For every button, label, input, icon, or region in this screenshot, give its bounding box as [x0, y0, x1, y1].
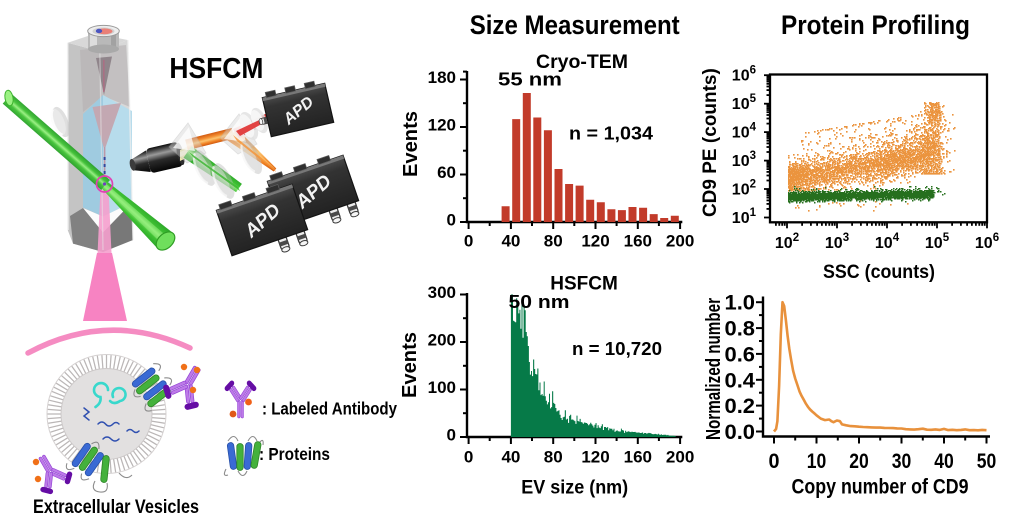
svg-text:0: 0: [447, 211, 456, 230]
svg-text:0.0: 0.0: [725, 421, 756, 444]
svg-text:55 nm: 55 nm: [498, 70, 562, 90]
svg-text:0.6: 0.6: [725, 343, 756, 366]
svg-text:20: 20: [849, 450, 869, 473]
svg-text:EV size (nm): EV size (nm): [521, 478, 628, 499]
svg-text:103: 103: [732, 150, 756, 170]
svg-text:Events: Events: [398, 332, 421, 398]
svg-text:106: 106: [975, 232, 999, 252]
svg-text:103: 103: [825, 232, 849, 252]
svg-text:40: 40: [934, 450, 954, 473]
svg-text:: Labeled Antibody: : Labeled Antibody: [262, 399, 397, 419]
svg-text:0: 0: [769, 450, 780, 473]
svg-text:0: 0: [464, 232, 473, 251]
svg-text:200: 200: [666, 232, 694, 251]
svg-text:160: 160: [624, 448, 652, 467]
svg-text:105: 105: [925, 232, 950, 252]
svg-text:Size Measurement: Size Measurement: [470, 10, 680, 40]
svg-text:50: 50: [977, 450, 997, 473]
svg-text:Cryo-TEM: Cryo-TEM: [536, 52, 628, 73]
svg-text:40: 40: [501, 232, 520, 251]
svg-text:0: 0: [464, 448, 473, 467]
svg-text:180: 180: [428, 68, 456, 87]
svg-text:120: 120: [428, 116, 456, 135]
svg-text:200: 200: [666, 448, 694, 467]
svg-text:101: 101: [732, 207, 757, 227]
svg-text:0.8: 0.8: [725, 318, 756, 341]
svg-text:80: 80: [544, 232, 563, 251]
svg-text:Protein Profiling: Protein Profiling: [781, 10, 970, 40]
svg-text:106: 106: [732, 65, 756, 85]
svg-text:105: 105: [732, 93, 757, 113]
svg-text:0: 0: [447, 426, 456, 445]
svg-text:10: 10: [807, 450, 827, 473]
svg-text:n = 10,720: n = 10,720: [572, 338, 662, 359]
svg-text:: Proteins: : Proteins: [259, 444, 330, 464]
svg-text:104: 104: [732, 122, 757, 142]
svg-text:300: 300: [428, 283, 456, 302]
svg-text:120: 120: [581, 448, 609, 467]
svg-text:0.2: 0.2: [725, 395, 756, 418]
svg-text:Events: Events: [399, 111, 422, 177]
svg-text:HSFCM: HSFCM: [550, 274, 618, 295]
svg-text:200: 200: [428, 331, 456, 350]
svg-text:104: 104: [875, 232, 900, 252]
svg-text:0.4: 0.4: [725, 369, 756, 392]
svg-text:Copy number of CD9: Copy number of CD9: [792, 476, 969, 499]
svg-text:100: 100: [428, 378, 456, 397]
svg-text:Normalized number: Normalized number: [703, 298, 725, 440]
svg-text:HSFCM: HSFCM: [169, 53, 263, 85]
svg-text:40: 40: [501, 448, 520, 467]
svg-text:160: 160: [624, 232, 652, 251]
svg-text:120: 120: [581, 232, 609, 251]
svg-text:80: 80: [544, 448, 563, 467]
svg-text:102: 102: [732, 179, 756, 199]
svg-text:CD9 PE (counts): CD9 PE (counts): [700, 68, 721, 217]
svg-text:30: 30: [892, 450, 912, 473]
svg-text:SSC (counts): SSC (counts): [823, 262, 935, 283]
svg-text:n = 1,034: n = 1,034: [569, 123, 654, 144]
svg-text:Extracellular Vesicles: Extracellular Vesicles: [33, 497, 199, 518]
svg-text:1.0: 1.0: [725, 292, 756, 315]
svg-text:60: 60: [437, 163, 456, 182]
svg-text:50 nm: 50 nm: [509, 292, 570, 312]
svg-text:102: 102: [775, 232, 799, 252]
